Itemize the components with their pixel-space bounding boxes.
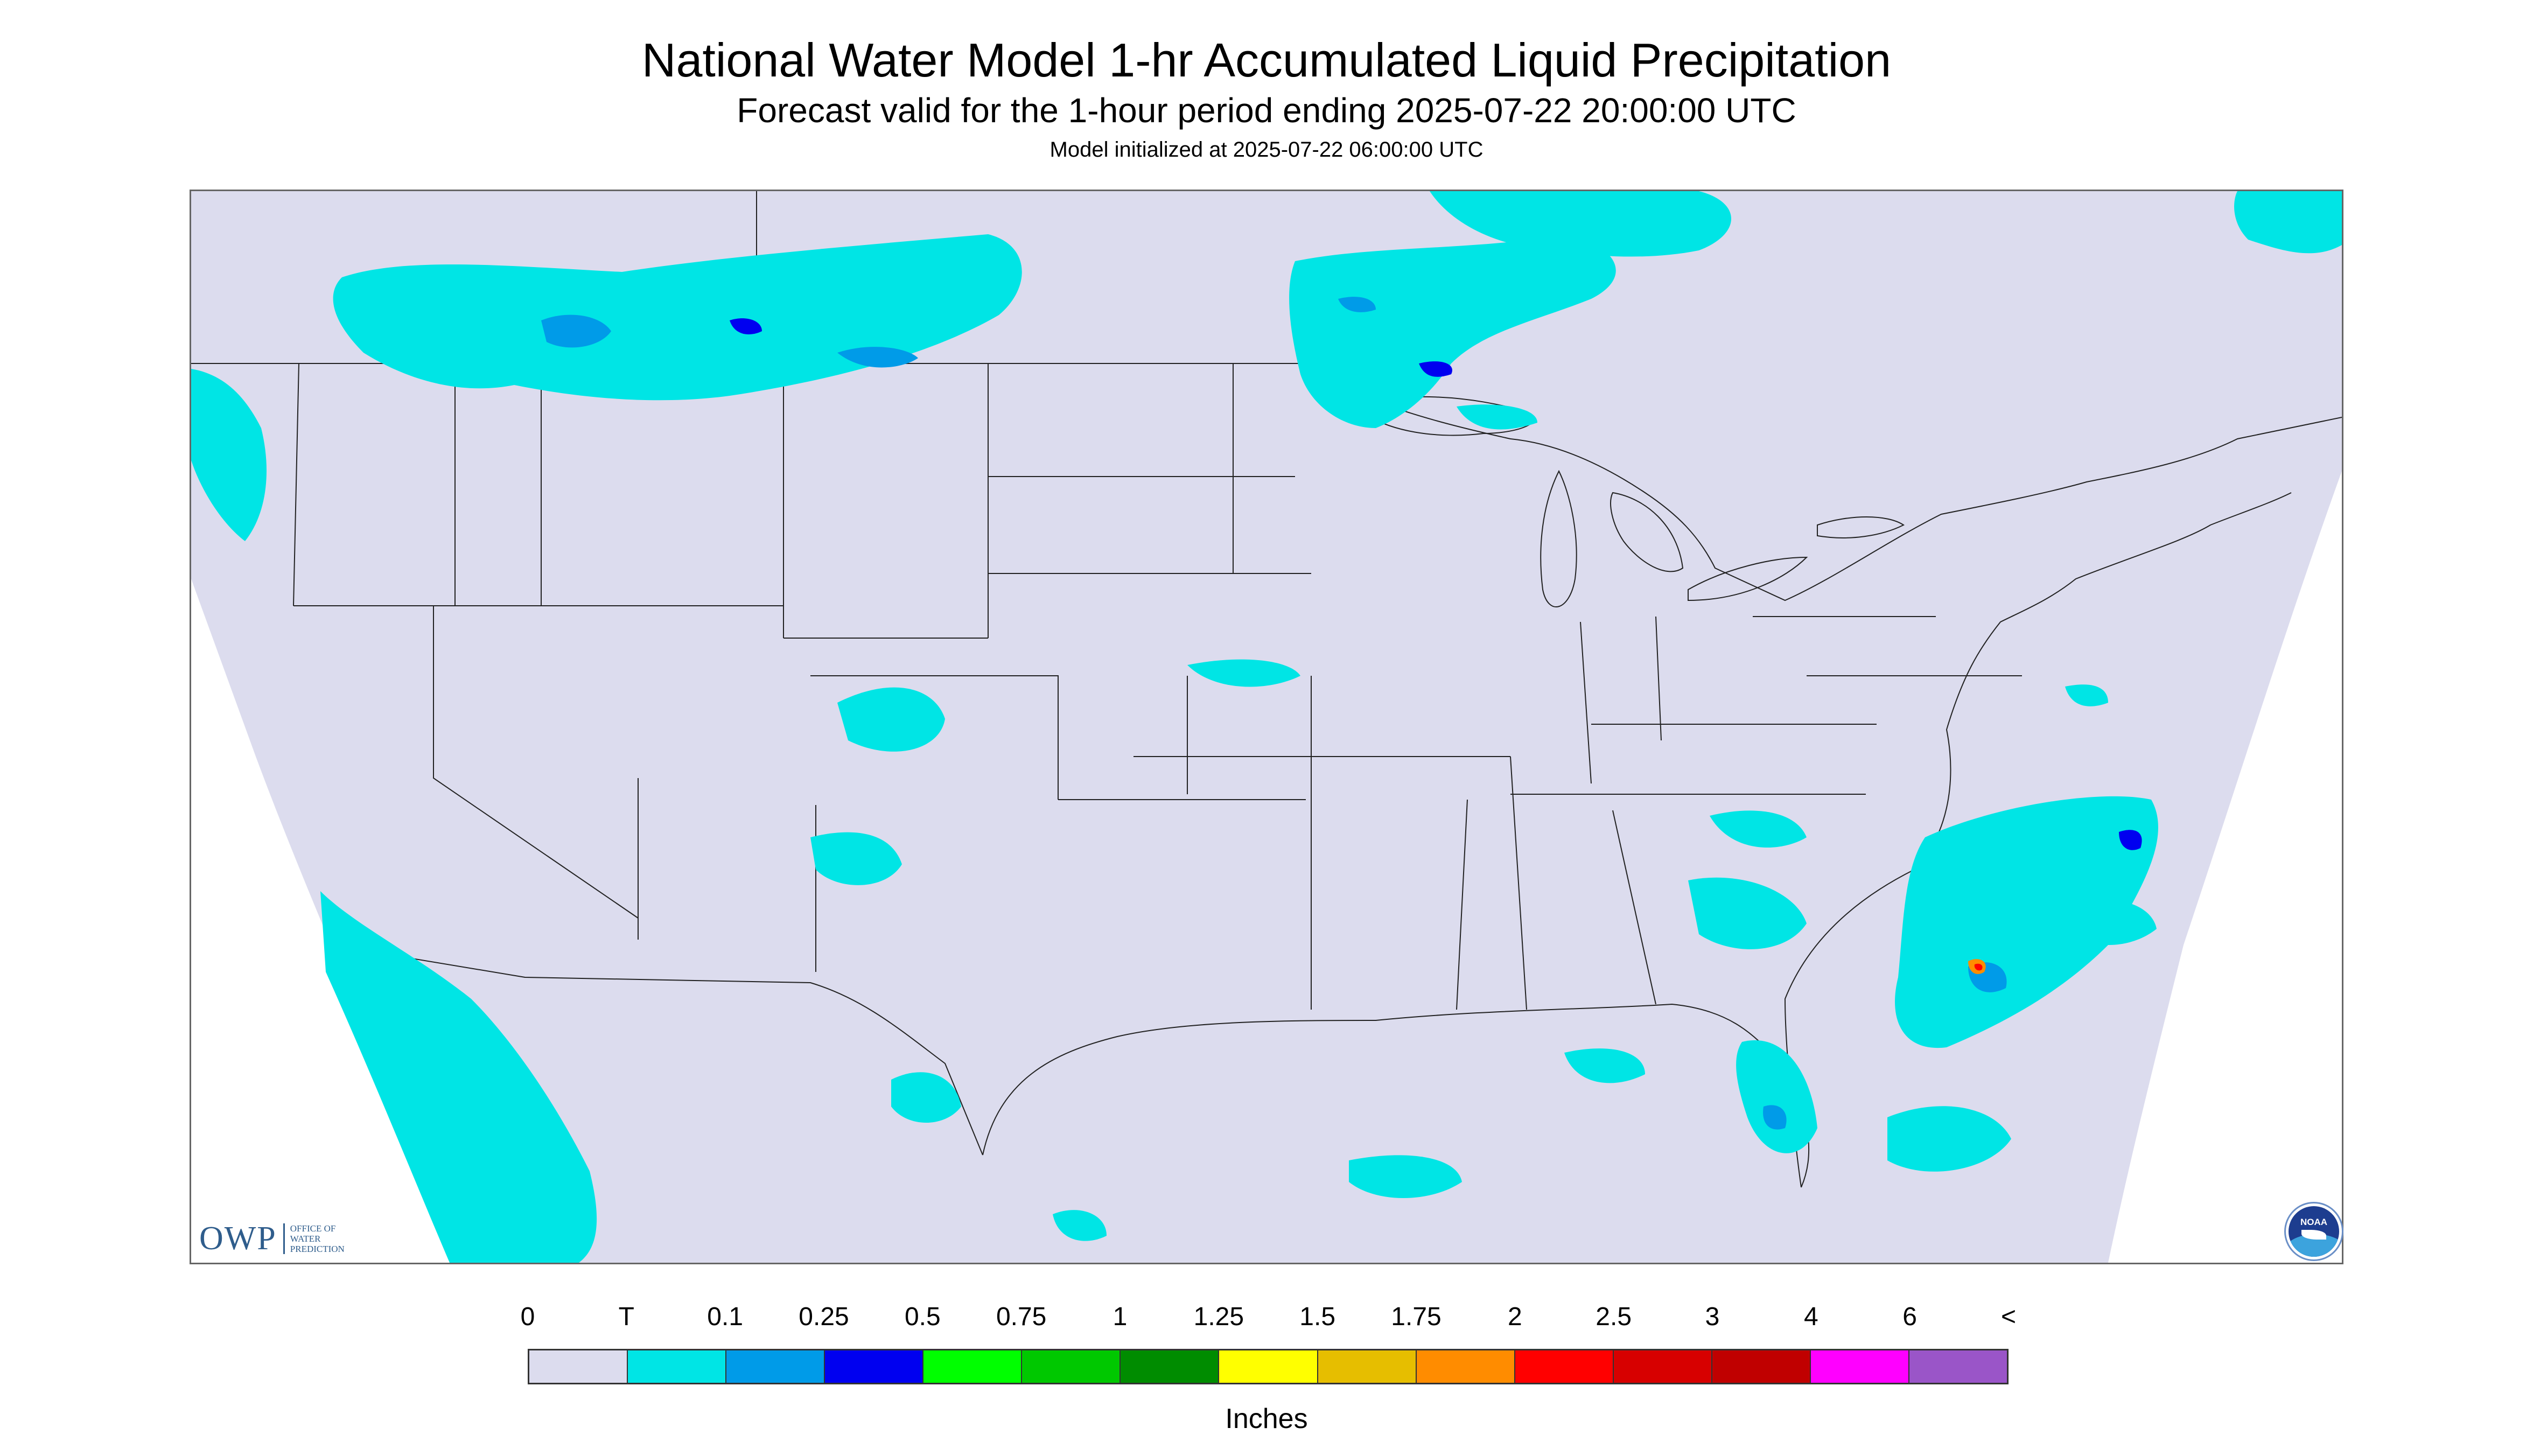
legend-label: 1.5 bbox=[1299, 1303, 1336, 1331]
lake-huron bbox=[1610, 492, 1684, 572]
precip-area bbox=[1887, 1106, 2011, 1172]
precip-area bbox=[1419, 361, 1452, 377]
legend-label: 0.5 bbox=[904, 1303, 941, 1331]
legend-swatch bbox=[1613, 1350, 1712, 1383]
state-border bbox=[1580, 621, 1592, 784]
precip-area bbox=[1187, 659, 1300, 687]
atlantic-coastline bbox=[1784, 492, 2292, 1188]
legend-label: 1 bbox=[1112, 1303, 1128, 1331]
legend-swatch bbox=[1515, 1350, 1614, 1383]
legend-label: 2.5 bbox=[1596, 1303, 1632, 1331]
legend-label: 2 bbox=[1507, 1303, 1522, 1331]
legend-label: 4 bbox=[1803, 1303, 1818, 1331]
precip-area bbox=[2234, 191, 2342, 254]
owp-logo-subtext: OFFICE OF WATER PREDICTION bbox=[283, 1223, 360, 1254]
owp-subtext-line: PREDICTION bbox=[290, 1243, 345, 1254]
model-init-time: Model initialized at 2025-07-22 06:00:00… bbox=[1049, 138, 1484, 162]
legend-label: < bbox=[2000, 1303, 2017, 1331]
noaa-logo-bird bbox=[2301, 1230, 2326, 1240]
legend-swatch bbox=[726, 1350, 825, 1383]
noaa-logo-text: NOAA bbox=[2300, 1217, 2328, 1227]
precipitation-map bbox=[190, 190, 2343, 1264]
legend-swatch bbox=[923, 1350, 1023, 1383]
precip-area bbox=[1430, 191, 1731, 257]
legend-label: 6 bbox=[1902, 1303, 1918, 1331]
legend-label: 0.25 bbox=[799, 1303, 849, 1331]
map-canvas bbox=[191, 191, 2342, 1263]
legend-swatch bbox=[1318, 1350, 1417, 1383]
precip-area bbox=[837, 347, 918, 368]
political-boundaries bbox=[191, 191, 2342, 1188]
legend-label: 0.75 bbox=[996, 1303, 1047, 1331]
legend-label: T bbox=[618, 1303, 634, 1331]
precip-area bbox=[1457, 404, 1537, 430]
model-domain bbox=[191, 191, 2342, 1263]
precip-area bbox=[1763, 1105, 1787, 1130]
state-border bbox=[1612, 810, 1656, 1005]
precip-area bbox=[320, 891, 597, 1263]
precip-area bbox=[1688, 877, 1807, 949]
state-border bbox=[293, 363, 299, 606]
legend-swatch bbox=[825, 1350, 924, 1383]
owp-subtext-line: OFFICE OF bbox=[290, 1223, 336, 1234]
legend-label: 0 bbox=[520, 1303, 535, 1331]
legend-swatch bbox=[1712, 1350, 1811, 1383]
precip-area bbox=[730, 318, 762, 334]
us-mexico-border bbox=[363, 950, 983, 1156]
state-border bbox=[1655, 616, 1662, 741]
map-subtitle: Forecast valid for the 1-hour period end… bbox=[737, 91, 1796, 130]
precip-area bbox=[2065, 684, 2108, 706]
precip-area bbox=[810, 832, 902, 885]
precip-area bbox=[2119, 830, 2142, 850]
precip-area bbox=[1053, 1210, 1107, 1241]
state-border bbox=[433, 606, 639, 919]
owp-logo-icon: OWP OFFICE OF WATER PREDICTION bbox=[199, 1220, 360, 1257]
owp-subtext-line: WATER bbox=[290, 1233, 321, 1244]
precip-area bbox=[837, 687, 945, 752]
legend-swatch bbox=[1022, 1350, 1121, 1383]
state-border bbox=[1510, 756, 1527, 1010]
precip-area bbox=[1564, 1048, 1645, 1083]
precipitation-field bbox=[191, 191, 2342, 1263]
lake-erie bbox=[1688, 556, 1808, 601]
legend-label: 1.25 bbox=[1193, 1303, 1244, 1331]
legend-label: 0.1 bbox=[707, 1303, 744, 1331]
legend-units: Inches bbox=[1225, 1403, 1308, 1434]
precip-area bbox=[1710, 810, 1807, 848]
precip-area bbox=[191, 369, 267, 541]
us-canada-border bbox=[191, 363, 2342, 601]
precip-area bbox=[1338, 297, 1376, 312]
lake-michigan bbox=[1540, 470, 1577, 607]
legend-swatch bbox=[1416, 1350, 1515, 1383]
state-border bbox=[810, 675, 1059, 800]
precip-area bbox=[1736, 1040, 1817, 1153]
noaa-logo-icon: NOAA bbox=[2286, 1203, 2342, 1259]
state-border bbox=[1456, 799, 1468, 1010]
legend-label: 1.75 bbox=[1391, 1303, 1442, 1331]
legend-colorbar bbox=[528, 1349, 2009, 1384]
owp-logo-text: OWP bbox=[199, 1220, 277, 1257]
legend-label: 3 bbox=[1705, 1303, 1720, 1331]
legend-labels: 0 T 0.1 0.25 0.5 0.75 1 1.25 1.5 1.75 2 2.5 3 4 6 < bbox=[0, 1302, 2533, 1334]
precip-area bbox=[1895, 796, 2158, 1048]
precip-area bbox=[1349, 1155, 1462, 1198]
legend-swatch bbox=[1909, 1350, 2007, 1383]
precip-peak bbox=[1974, 963, 1983, 971]
precip-area bbox=[891, 1072, 961, 1123]
precip-area bbox=[2065, 899, 2157, 945]
legend-swatch bbox=[1219, 1350, 1318, 1383]
legend-swatch bbox=[1121, 1350, 1220, 1383]
precip-area bbox=[541, 314, 611, 348]
legend-swatch bbox=[628, 1350, 727, 1383]
legend-swatch bbox=[1810, 1350, 1909, 1383]
lake-ontario bbox=[1817, 516, 1905, 538]
map-title: National Water Model 1-hr Accumulated Li… bbox=[641, 33, 1892, 87]
legend-swatch bbox=[529, 1350, 628, 1383]
precip-area bbox=[1289, 234, 1616, 428]
